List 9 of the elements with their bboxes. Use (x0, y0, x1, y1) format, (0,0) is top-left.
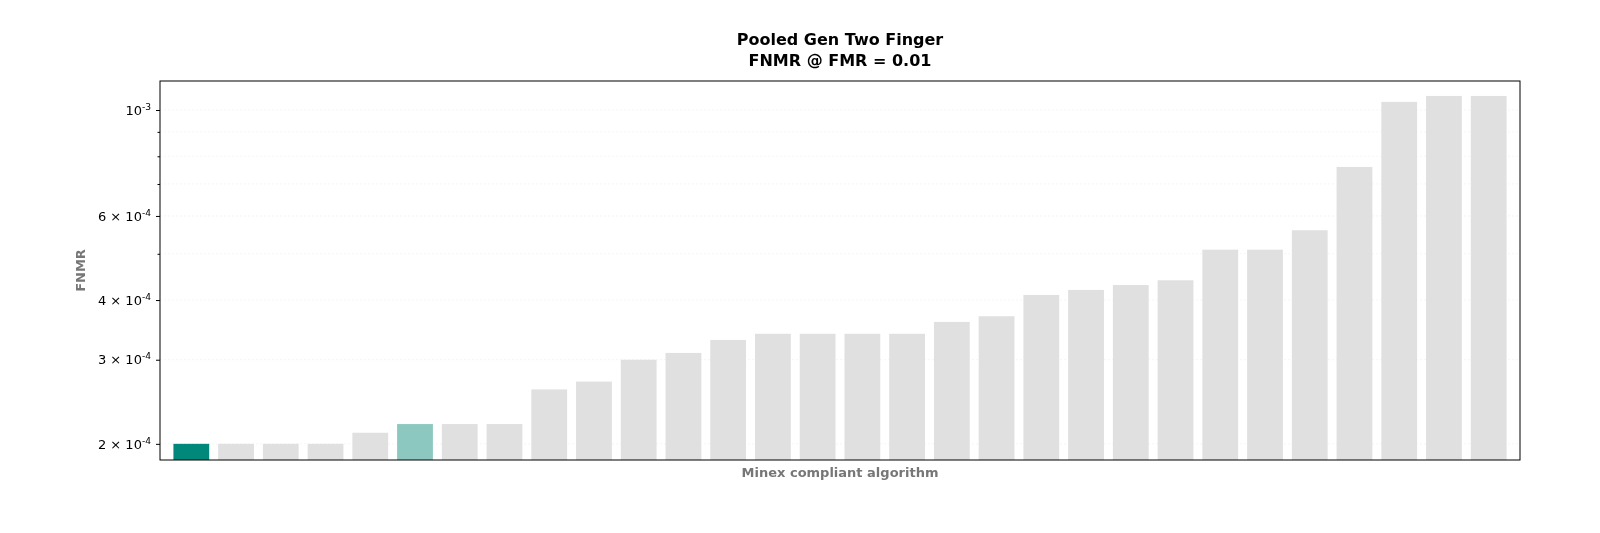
y-axis-title: FNMR (73, 249, 88, 292)
chart-subtitle: FNMR @ FMR = 0.01 (748, 51, 932, 70)
y-tick-label: 6 × 10$^{-4}$ (97, 207, 152, 224)
chart-title: Pooled Gen Two Finger (736, 30, 944, 49)
y-tick-label: 2 × 10$^{-4}$ (97, 435, 152, 452)
y-tick-label: 10$^{-3}$ (125, 101, 152, 118)
y-tick-label: 4 × 10$^{-4}$ (97, 291, 152, 308)
y-tick-label: 3 × 10$^{-4}$ (97, 351, 152, 368)
x-axis-title: Minex compliant algorithm (741, 465, 939, 480)
